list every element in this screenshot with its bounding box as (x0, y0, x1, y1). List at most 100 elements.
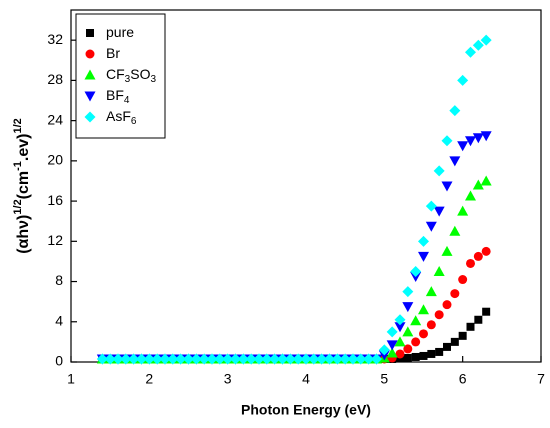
point (96, 353, 108, 365)
legend-marker (86, 29, 94, 37)
point (120, 353, 132, 365)
point (458, 275, 468, 285)
legend-marker (84, 69, 96, 80)
point (480, 131, 492, 142)
point (427, 349, 436, 358)
point (474, 315, 483, 324)
point (433, 206, 445, 217)
point (457, 205, 469, 216)
y-tick-label: 16 (47, 192, 63, 208)
point (402, 302, 414, 313)
point (378, 350, 390, 361)
point (411, 337, 421, 347)
point (480, 175, 492, 186)
legend-marker (84, 111, 96, 123)
point (395, 349, 405, 359)
point (339, 353, 351, 365)
y-tick-label: 4 (55, 312, 63, 328)
point (472, 39, 484, 51)
y-tick-label: 12 (47, 232, 63, 248)
point (394, 322, 406, 333)
point (419, 351, 428, 360)
point (324, 353, 335, 365)
y-tick-label: 32 (47, 31, 63, 47)
point (183, 353, 194, 365)
point (411, 352, 420, 361)
point (472, 133, 484, 144)
y-tick-label: 0 (55, 353, 63, 369)
legend-subscript: 3 (150, 74, 156, 85)
point (465, 46, 476, 58)
point (394, 314, 406, 326)
point (355, 353, 367, 365)
point (465, 136, 476, 147)
legend-text: CF (106, 66, 125, 82)
x-axis-label: Photon Energy (eV) (241, 402, 371, 418)
point (175, 353, 187, 365)
point (425, 221, 437, 232)
x-tick-label: 7 (537, 371, 545, 387)
y-tick-label: 28 (47, 71, 63, 87)
point (371, 353, 382, 365)
point (418, 251, 429, 262)
legend-label: pure (106, 24, 134, 40)
point (308, 353, 320, 365)
point (433, 265, 445, 276)
point (261, 353, 273, 365)
point (403, 344, 413, 354)
point (441, 135, 453, 147)
point (449, 156, 461, 167)
point (457, 141, 469, 152)
y-label-part: (αhν) (15, 215, 32, 254)
y-tick-label: 24 (47, 111, 63, 127)
x-tick-label: 2 (145, 371, 153, 387)
legend-text: SO (130, 66, 150, 82)
point (394, 336, 406, 347)
point (245, 353, 257, 365)
point (347, 353, 359, 365)
point (316, 353, 328, 365)
legend-text: BF (106, 87, 124, 103)
point (222, 353, 234, 365)
point (449, 225, 461, 236)
point (466, 322, 475, 331)
point (441, 181, 453, 192)
point (386, 347, 398, 358)
legend-subscript: 4 (124, 95, 130, 106)
point (104, 353, 116, 365)
y-tick-label: 20 (47, 152, 63, 168)
point (292, 353, 304, 365)
point (190, 353, 202, 365)
point (136, 353, 147, 365)
x-tick-label: 5 (380, 371, 388, 387)
point (167, 353, 179, 365)
point (206, 353, 218, 365)
legend-text: AsF (106, 108, 131, 124)
point (441, 245, 453, 256)
x-tick-label: 4 (302, 371, 310, 387)
point (458, 331, 467, 340)
point (426, 320, 436, 330)
legend-text: pure (106, 24, 134, 40)
point (449, 105, 461, 117)
y-label-superscript: 1/2 (12, 199, 24, 214)
y-label-part: (cm (15, 171, 32, 199)
x-tick-label: 1 (67, 371, 75, 387)
point (425, 286, 437, 297)
point (418, 235, 429, 247)
legend-label: BF4 (106, 87, 130, 106)
legend-text: Br (106, 45, 120, 61)
point (410, 272, 422, 283)
y-label-superscript: 1/2 (12, 118, 24, 133)
point (378, 344, 390, 356)
point (435, 347, 444, 356)
point (466, 258, 475, 268)
point (386, 326, 398, 338)
point (402, 326, 414, 337)
point (410, 265, 422, 277)
legend-subscript: 6 (131, 116, 137, 127)
point (128, 353, 140, 365)
point (403, 353, 412, 362)
y-tick-label: 8 (55, 272, 63, 288)
